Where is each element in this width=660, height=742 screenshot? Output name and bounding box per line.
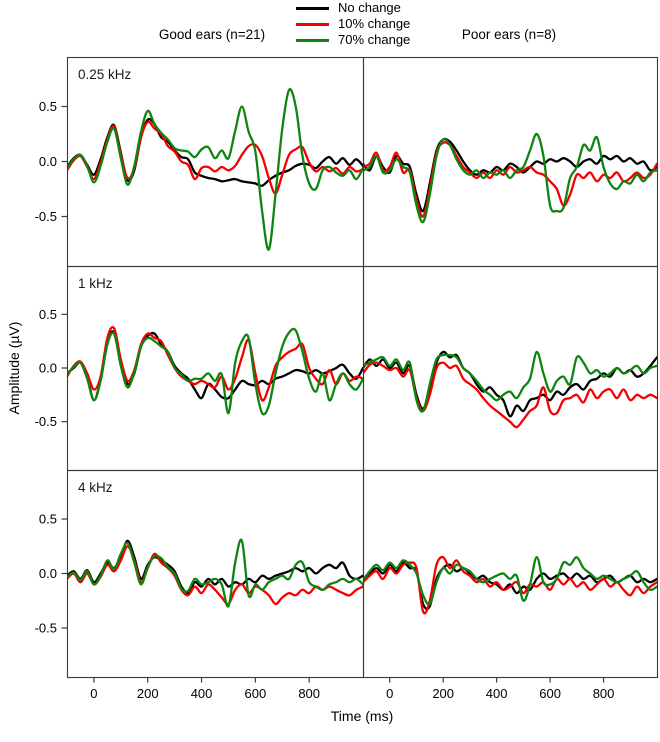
x-tick-label: 0: [386, 686, 393, 701]
waveform-70%-change: [67, 88, 363, 251]
legend-line-swatch-black: [296, 6, 329, 10]
panel-border: [362, 469, 659, 679]
column-header-poor-ears: Poor ears (n=8): [461, 27, 557, 42]
waveform-70%-change: [67, 327, 363, 416]
panel-waveforms-1kHz-col1: [363, 350, 657, 429]
panel-waveforms-4kHz-col1: [363, 555, 657, 615]
legend-line-swatch-green: [296, 38, 329, 42]
x-tick-label: 200: [137, 686, 159, 701]
panel-waveforms-0.25kHz-col0: [67, 88, 363, 251]
waveform-70%-change: [363, 556, 657, 606]
y-tick-label: -0.5: [35, 209, 57, 224]
x-tick-label: 600: [245, 686, 267, 701]
panel-frequency-label: 4 kHz: [78, 480, 113, 495]
panel-border: [66, 265, 365, 472]
waveform-10%-change: [363, 555, 657, 615]
legend: No change 10% change 70% change: [296, 1, 410, 47]
x-tick-label: 400: [486, 686, 508, 701]
legend-item-label: No change: [338, 0, 401, 15]
panel-border: [362, 56, 659, 268]
legend-item-no-change: No change: [296, 1, 410, 15]
panel-frequency-label: 0.25 kHz: [78, 67, 132, 82]
waveform-No-change: [67, 330, 363, 402]
x-axis-label: Time (ms): [330, 708, 394, 724]
x-tick-label: 0: [90, 686, 97, 701]
y-tick-label: 0.0: [39, 566, 57, 581]
panel-waveforms-0.25kHz-col1: [363, 132, 657, 224]
y-tick-label: 0.0: [39, 361, 57, 376]
y-tick-label: 0.5: [39, 307, 57, 322]
y-tick-label: -0.5: [35, 620, 57, 635]
legend-item-10pct-change: 10% change: [296, 17, 410, 31]
waveform-70%-change: [363, 132, 657, 224]
waveform-10%-change: [67, 545, 363, 606]
y-tick-label: 0.5: [39, 99, 57, 114]
legend-item-label: 10% change: [338, 16, 411, 31]
legend-item-label: 70% change: [338, 32, 411, 47]
panel-frequency-label: 1 kHz: [78, 276, 113, 291]
waveform-70%-change: [363, 350, 657, 413]
panel-waveforms-4kHz-col0: [67, 538, 363, 608]
x-tick-label: 600: [539, 686, 561, 701]
x-tick-label: 400: [191, 686, 213, 701]
y-tick-label: 0.0: [39, 154, 57, 169]
x-tick-label: 800: [298, 686, 320, 701]
column-header-good-ears: Good ears (n=21): [158, 27, 266, 42]
y-tick-label: -0.5: [35, 414, 57, 429]
waveform-10%-change: [363, 141, 657, 218]
x-tick-label: 200: [432, 686, 454, 701]
legend-line-swatch-red: [296, 22, 329, 26]
panel-border: [66, 469, 365, 679]
panel-border: [66, 56, 365, 268]
waveform-10%-change: [67, 326, 363, 402]
x-tick-label: 800: [593, 686, 615, 701]
y-tick-label: 0.5: [39, 512, 57, 527]
waveform-70%-change: [67, 538, 363, 608]
panel-waveforms-1kHz-col0: [67, 326, 363, 416]
legend-item-70pct-change: 70% change: [296, 33, 410, 47]
